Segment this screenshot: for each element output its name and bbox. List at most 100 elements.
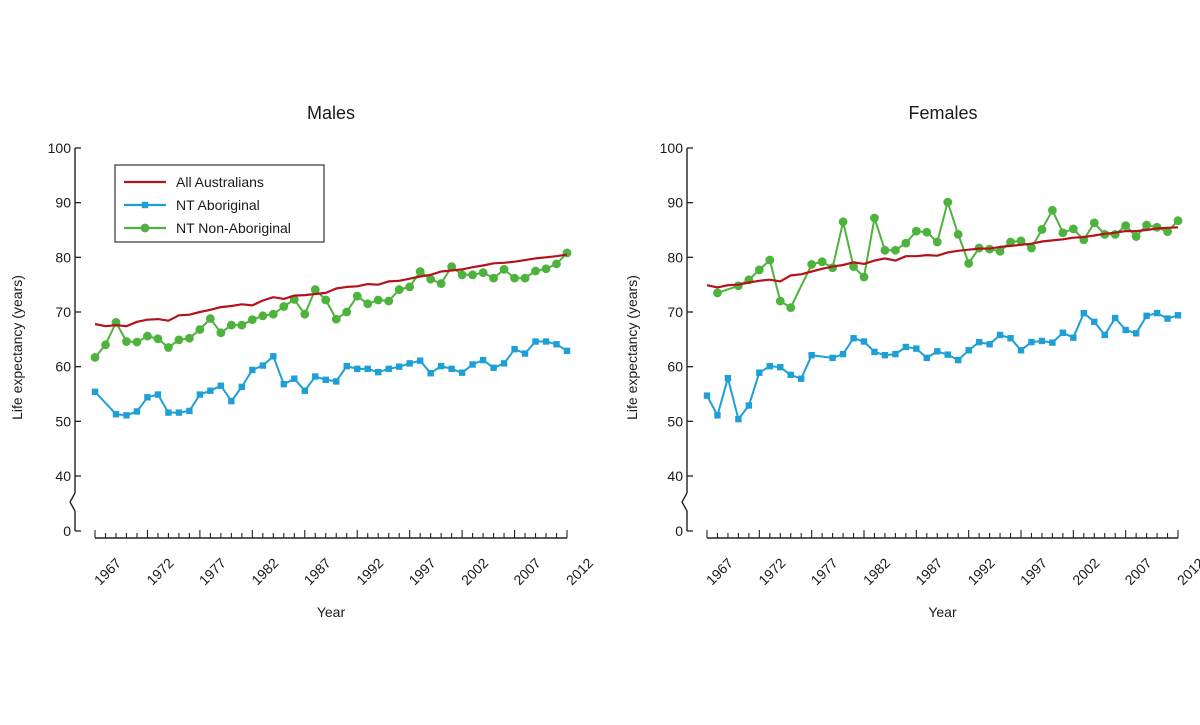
- data-point: [986, 341, 993, 348]
- data-point: [122, 337, 131, 346]
- data-point: [301, 387, 308, 394]
- data-point: [164, 343, 173, 352]
- data-point: [499, 264, 509, 274]
- y-axis-break-mark: [681, 492, 688, 512]
- series-nt-non-aboriginal: [90, 248, 572, 362]
- data-point: [321, 295, 331, 305]
- data-point: [913, 345, 920, 352]
- data-point: [437, 362, 445, 370]
- data-point: [880, 245, 890, 255]
- data-point: [849, 262, 858, 272]
- data-point: [216, 328, 226, 338]
- data-point: [333, 378, 340, 385]
- x-tick-label: 1972: [755, 555, 788, 588]
- data-point: [1080, 309, 1087, 317]
- data-point: [448, 365, 455, 373]
- y-tick-label: 40: [55, 468, 71, 484]
- x-tick-label: 1992: [964, 555, 997, 588]
- series-line: [94, 340, 568, 417]
- data-point: [531, 266, 540, 276]
- data-point: [934, 348, 941, 355]
- data-point: [995, 246, 1005, 256]
- data-point: [354, 365, 361, 373]
- y-axis-label: Life expectancy (years): [624, 275, 640, 420]
- data-point: [469, 361, 476, 368]
- data-point: [300, 309, 310, 319]
- data-point: [258, 311, 268, 321]
- data-point: [766, 362, 773, 370]
- x-tick-label: 1992: [353, 555, 386, 588]
- data-point: [416, 357, 424, 364]
- data-point: [394, 285, 404, 294]
- data-point: [174, 335, 184, 345]
- data-point: [520, 273, 530, 283]
- data-point: [1121, 221, 1131, 231]
- data-point: [1070, 334, 1077, 341]
- legend-swatch-marker: [140, 223, 150, 233]
- data-point: [735, 415, 742, 423]
- data-point: [490, 364, 497, 371]
- data-point: [932, 237, 942, 247]
- data-point: [553, 341, 560, 348]
- data-point: [1143, 312, 1150, 320]
- x-tick-label: 2007: [510, 555, 543, 588]
- data-point: [291, 375, 298, 382]
- data-point: [226, 320, 236, 330]
- data-point: [965, 347, 972, 354]
- series-nt-aboriginal: [91, 338, 571, 419]
- x-tick-label: 1977: [807, 555, 840, 588]
- data-point: [427, 370, 434, 377]
- data-point: [829, 354, 836, 362]
- data-point: [541, 264, 551, 274]
- data-point: [364, 365, 371, 373]
- data-point: [713, 288, 722, 298]
- data-point: [1017, 347, 1025, 354]
- data-point: [860, 338, 868, 345]
- legend-label: NT Aboriginal: [176, 197, 260, 213]
- data-point: [238, 383, 246, 391]
- data-point: [447, 262, 457, 272]
- data-point: [436, 279, 446, 288]
- data-point: [943, 197, 953, 207]
- x-tick-label: 1977: [196, 555, 229, 588]
- data-point: [205, 314, 215, 323]
- data-point: [745, 402, 753, 409]
- data-point: [165, 409, 172, 416]
- data-point: [839, 350, 847, 358]
- data-point: [891, 245, 900, 255]
- data-point: [1164, 315, 1171, 322]
- y-tick-label: 40: [667, 468, 683, 484]
- data-point: [489, 273, 498, 283]
- data-point: [923, 354, 930, 362]
- data-point: [385, 365, 392, 373]
- data-point: [279, 302, 289, 311]
- data-point: [511, 345, 518, 353]
- data-point: [270, 353, 277, 360]
- data-point: [426, 274, 436, 284]
- series-nt-aboriginal: [703, 309, 1182, 423]
- y-tick-label: 50: [55, 413, 71, 429]
- data-point: [1007, 335, 1014, 342]
- data-point: [268, 309, 278, 319]
- data-point: [1016, 236, 1026, 246]
- data-point: [312, 373, 319, 380]
- data-point: [259, 362, 267, 369]
- x-axis-label: Year: [928, 604, 957, 620]
- legend-label: NT Non-Aboriginal: [176, 220, 291, 236]
- chart-panel-males: Males 0 40 50 60 70 80 90 100 Life expectancy (ye…: [9, 103, 596, 620]
- data-point: [1101, 331, 1108, 339]
- data-point: [384, 296, 394, 306]
- data-point: [808, 351, 815, 359]
- data-point: [217, 382, 225, 389]
- data-point: [807, 260, 817, 269]
- data-point: [479, 356, 487, 364]
- x-tick-label: 2002: [458, 555, 491, 588]
- y-tick-label: 50: [667, 413, 683, 429]
- data-point: [944, 351, 951, 358]
- x-tick-label: 1987: [301, 555, 334, 588]
- data-point: [765, 255, 775, 265]
- data-point: [363, 299, 373, 309]
- data-point: [342, 307, 352, 317]
- series-line: [717, 201, 1179, 309]
- y-tick-label: 80: [667, 249, 683, 265]
